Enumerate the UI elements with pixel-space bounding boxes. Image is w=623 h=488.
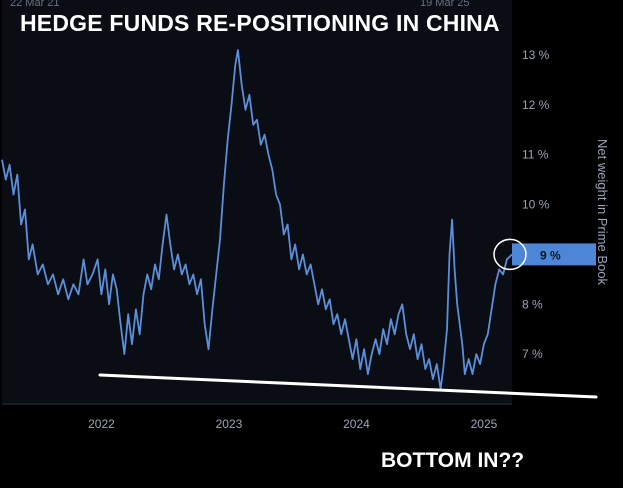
support-trend-line (98, 373, 598, 399)
y-tick-label: 13 % (522, 48, 550, 62)
top-date-right: 19 Mar 25 (420, 0, 470, 9)
x-tick-label: 2025 (471, 417, 498, 431)
plot-area (2, 0, 512, 404)
x-tick-label: 2022 (88, 417, 115, 431)
y-axis-label: Net weight in Prime Book (595, 139, 610, 285)
y-tick-label: 11 % (522, 148, 549, 162)
top-date-left: 22 Mar 21 (10, 0, 60, 9)
x-tick-label: 2023 (216, 417, 243, 431)
last-point-circle (493, 238, 527, 271)
y-tick-label: 7 % (522, 347, 543, 361)
y-tick-label: 10 % (522, 198, 550, 212)
current-value-label: 9 % (540, 248, 561, 262)
overlay-title: HEDGE FUNDS RE-POSITIONING IN CHINA (20, 10, 500, 36)
current-value-box (512, 243, 596, 266)
series-line (1, 49, 513, 390)
x-tick-label: 2024 (343, 417, 370, 431)
y-tick-label: 12 % (522, 98, 550, 112)
y-tick-label: 8 % (522, 297, 543, 311)
overlay-bottom-note: BOTTOM IN?? (381, 449, 525, 472)
